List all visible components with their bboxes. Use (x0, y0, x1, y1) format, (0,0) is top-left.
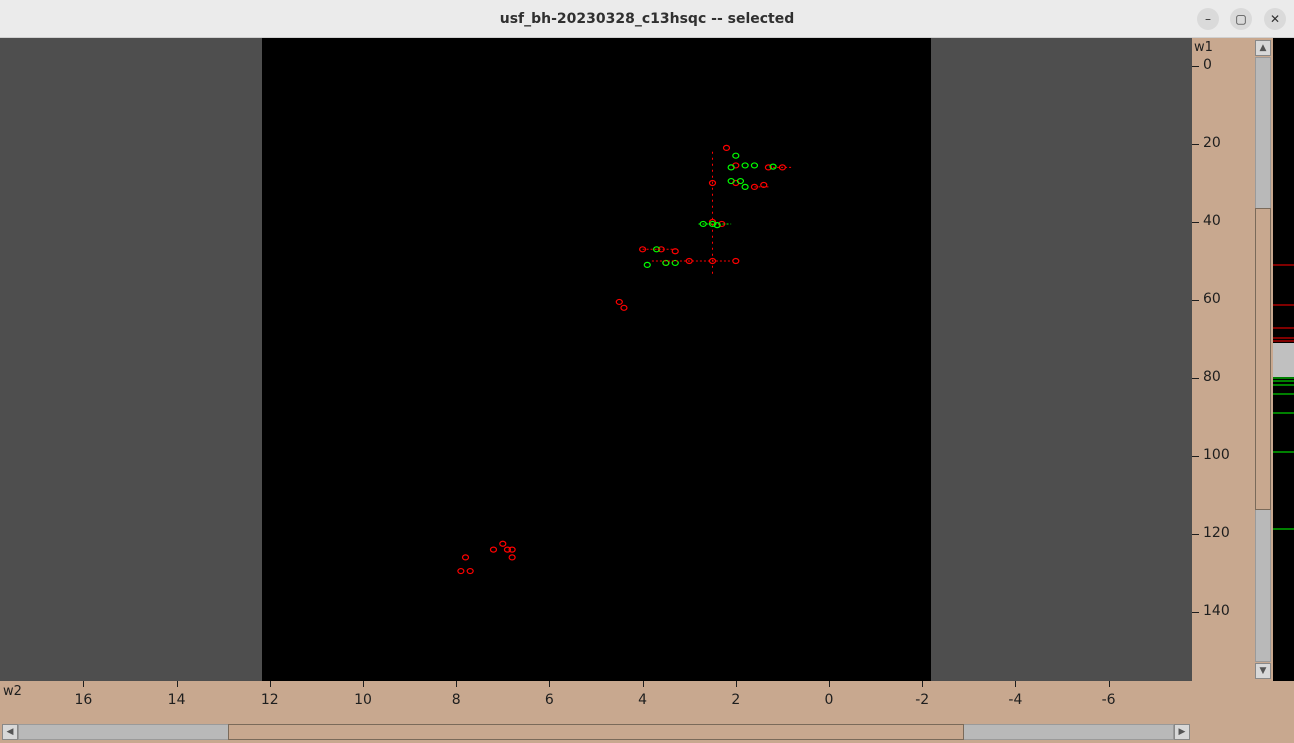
peak-contour (643, 261, 651, 268)
x-tick-mark (829, 681, 830, 687)
peak-contour (727, 164, 735, 171)
x-tick-label: 16 (74, 692, 93, 708)
peak-contour (671, 248, 679, 255)
vertical-scrollbar[interactable]: ▲ ▼ (1253, 38, 1273, 681)
scroll-up-arrow-icon[interactable]: ▲ (1255, 40, 1271, 56)
y-tick-mark (1192, 612, 1199, 613)
overview-strip[interactable] (1273, 38, 1294, 681)
peak-contour (769, 163, 777, 170)
peak-contour (736, 177, 745, 185)
x-tick-label: 2 (731, 692, 741, 708)
horizontal-scroll-thumb[interactable] (228, 724, 964, 740)
x-tick-mark (735, 681, 737, 687)
peak-contour (732, 152, 740, 159)
x-tick-label: 10 (354, 692, 372, 708)
x-tick-mark (176, 681, 178, 687)
x-tick-label: 8 (451, 692, 461, 708)
peak-contour (764, 164, 773, 171)
spectrum-peaks (457, 144, 792, 575)
x-tick-mark (922, 681, 924, 687)
peak-contour (489, 546, 498, 553)
x-tick-mark (363, 681, 364, 687)
y-tick-label: 20 (1203, 135, 1221, 151)
spectrum-plot-area[interactable] (262, 38, 931, 681)
overview-red-lines (1273, 264, 1294, 342)
scroll-right-arrow-icon[interactable]: ▶ (1174, 724, 1190, 740)
peak-contour (499, 540, 507, 547)
out-of-range-right (931, 38, 1192, 681)
peak-contour (732, 257, 740, 265)
x-tick-mark (456, 681, 458, 687)
peak-contour (503, 546, 512, 553)
corner-panel (1192, 681, 1294, 743)
title-bar: usf_bh-20230328_c13hsqc -- selected – ▢ … (0, 0, 1294, 38)
y-tick-mark (1192, 144, 1199, 145)
y-tick-mark (1192, 300, 1199, 301)
x-tick-label: 14 (167, 692, 186, 708)
y-tick-label: 120 (1203, 525, 1230, 541)
peak-contour (461, 554, 470, 561)
y-axis-name: w1 (1194, 40, 1213, 55)
x-tick-label: 0 (824, 692, 834, 708)
window-title: usf_bh-20230328_c13hsqc -- selected (499, 11, 795, 27)
y-tick-mark (1192, 66, 1199, 67)
peak-contour (760, 181, 768, 189)
peak-contour (457, 567, 465, 575)
overview-green-lines (1273, 377, 1294, 530)
peak-contour (620, 304, 628, 311)
x-tick-mark (269, 681, 271, 687)
scroll-down-arrow-icon[interactable]: ▼ (1255, 663, 1271, 679)
vertical-scroll-thumb[interactable] (1255, 208, 1271, 510)
peak-contour (615, 298, 623, 306)
peak-contour (713, 222, 721, 229)
peak-contour (508, 546, 516, 553)
x-tick-mark (549, 681, 551, 687)
x-tick-label: -4 (1008, 692, 1023, 708)
peak-contour (638, 246, 647, 253)
y-tick-mark (1192, 222, 1199, 223)
y-tick-label: 40 (1203, 213, 1221, 229)
x-tick-mark (642, 681, 644, 687)
peak-contour (750, 162, 759, 169)
y-tick-label: 80 (1203, 369, 1221, 385)
overview-window[interactable] (1273, 343, 1294, 377)
y-tick-label: 140 (1203, 603, 1230, 619)
horizontal-scrollbar[interactable]: ◀ ▶ (0, 720, 1192, 743)
y-tick-mark (1192, 534, 1199, 535)
out-of-range-left (0, 38, 262, 681)
x-tick-label: 6 (544, 692, 554, 708)
peak-contour (750, 183, 759, 190)
y-tick-mark (1192, 378, 1199, 379)
peak-contour (662, 259, 670, 267)
x-tick-mark (1015, 681, 1017, 687)
peak-contour (671, 259, 679, 267)
peak-contour (708, 179, 717, 187)
x-tick-mark (1108, 681, 1110, 687)
y-tick-mark (1192, 456, 1199, 457)
x-tick-mark (83, 681, 85, 687)
maximize-button[interactable]: ▢ (1230, 8, 1252, 30)
minimize-button[interactable]: – (1197, 8, 1219, 30)
x-axis-name: w2 (3, 684, 22, 699)
peak-contour (466, 567, 474, 575)
x-tick-label: -2 (915, 692, 930, 708)
y-tick-label: 0 (1203, 57, 1212, 73)
x-tick-label: 4 (638, 692, 648, 708)
close-button[interactable]: ✕ (1264, 8, 1286, 30)
peak-contour (741, 162, 749, 169)
y-tick-label: 60 (1203, 291, 1221, 307)
x-tick-label: 12 (260, 692, 279, 708)
scroll-left-arrow-icon[interactable]: ◀ (2, 724, 18, 740)
y-tick-label: 100 (1203, 447, 1230, 463)
x-tick-label: -6 (1101, 692, 1116, 708)
peak-contour (741, 183, 749, 190)
peak-contour (508, 554, 516, 561)
peak-contour (722, 144, 731, 152)
peak-contour (727, 177, 735, 185)
